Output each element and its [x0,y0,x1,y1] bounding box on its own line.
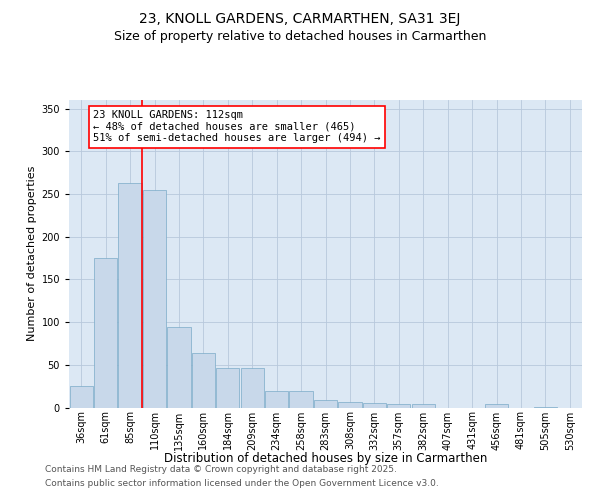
Bar [167,327,191,407]
Bar [94,258,117,408]
Bar [265,392,288,407]
Bar [412,404,435,407]
Bar [241,368,264,408]
Bar [70,386,93,407]
Bar [289,392,313,407]
Bar [387,404,410,407]
Text: Contains HM Land Registry data © Crown copyright and database right 2025.: Contains HM Land Registry data © Crown c… [45,466,397,474]
Bar [485,404,508,407]
Bar [192,353,215,408]
Text: 23 KNOLL GARDENS: 112sqm
← 48% of detached houses are smaller (465)
51% of semi-: 23 KNOLL GARDENS: 112sqm ← 48% of detach… [94,110,381,144]
Y-axis label: Number of detached properties: Number of detached properties [27,166,37,342]
Text: Size of property relative to detached houses in Carmarthen: Size of property relative to detached ho… [114,30,486,43]
Bar [118,183,142,408]
Bar [143,190,166,408]
Bar [363,403,386,407]
X-axis label: Distribution of detached houses by size in Carmarthen: Distribution of detached houses by size … [164,452,487,466]
Text: Contains public sector information licensed under the Open Government Licence v3: Contains public sector information licen… [45,479,439,488]
Bar [216,368,239,408]
Text: 23, KNOLL GARDENS, CARMARTHEN, SA31 3EJ: 23, KNOLL GARDENS, CARMARTHEN, SA31 3EJ [139,12,461,26]
Bar [314,400,337,407]
Bar [338,402,362,407]
Bar [534,406,557,408]
